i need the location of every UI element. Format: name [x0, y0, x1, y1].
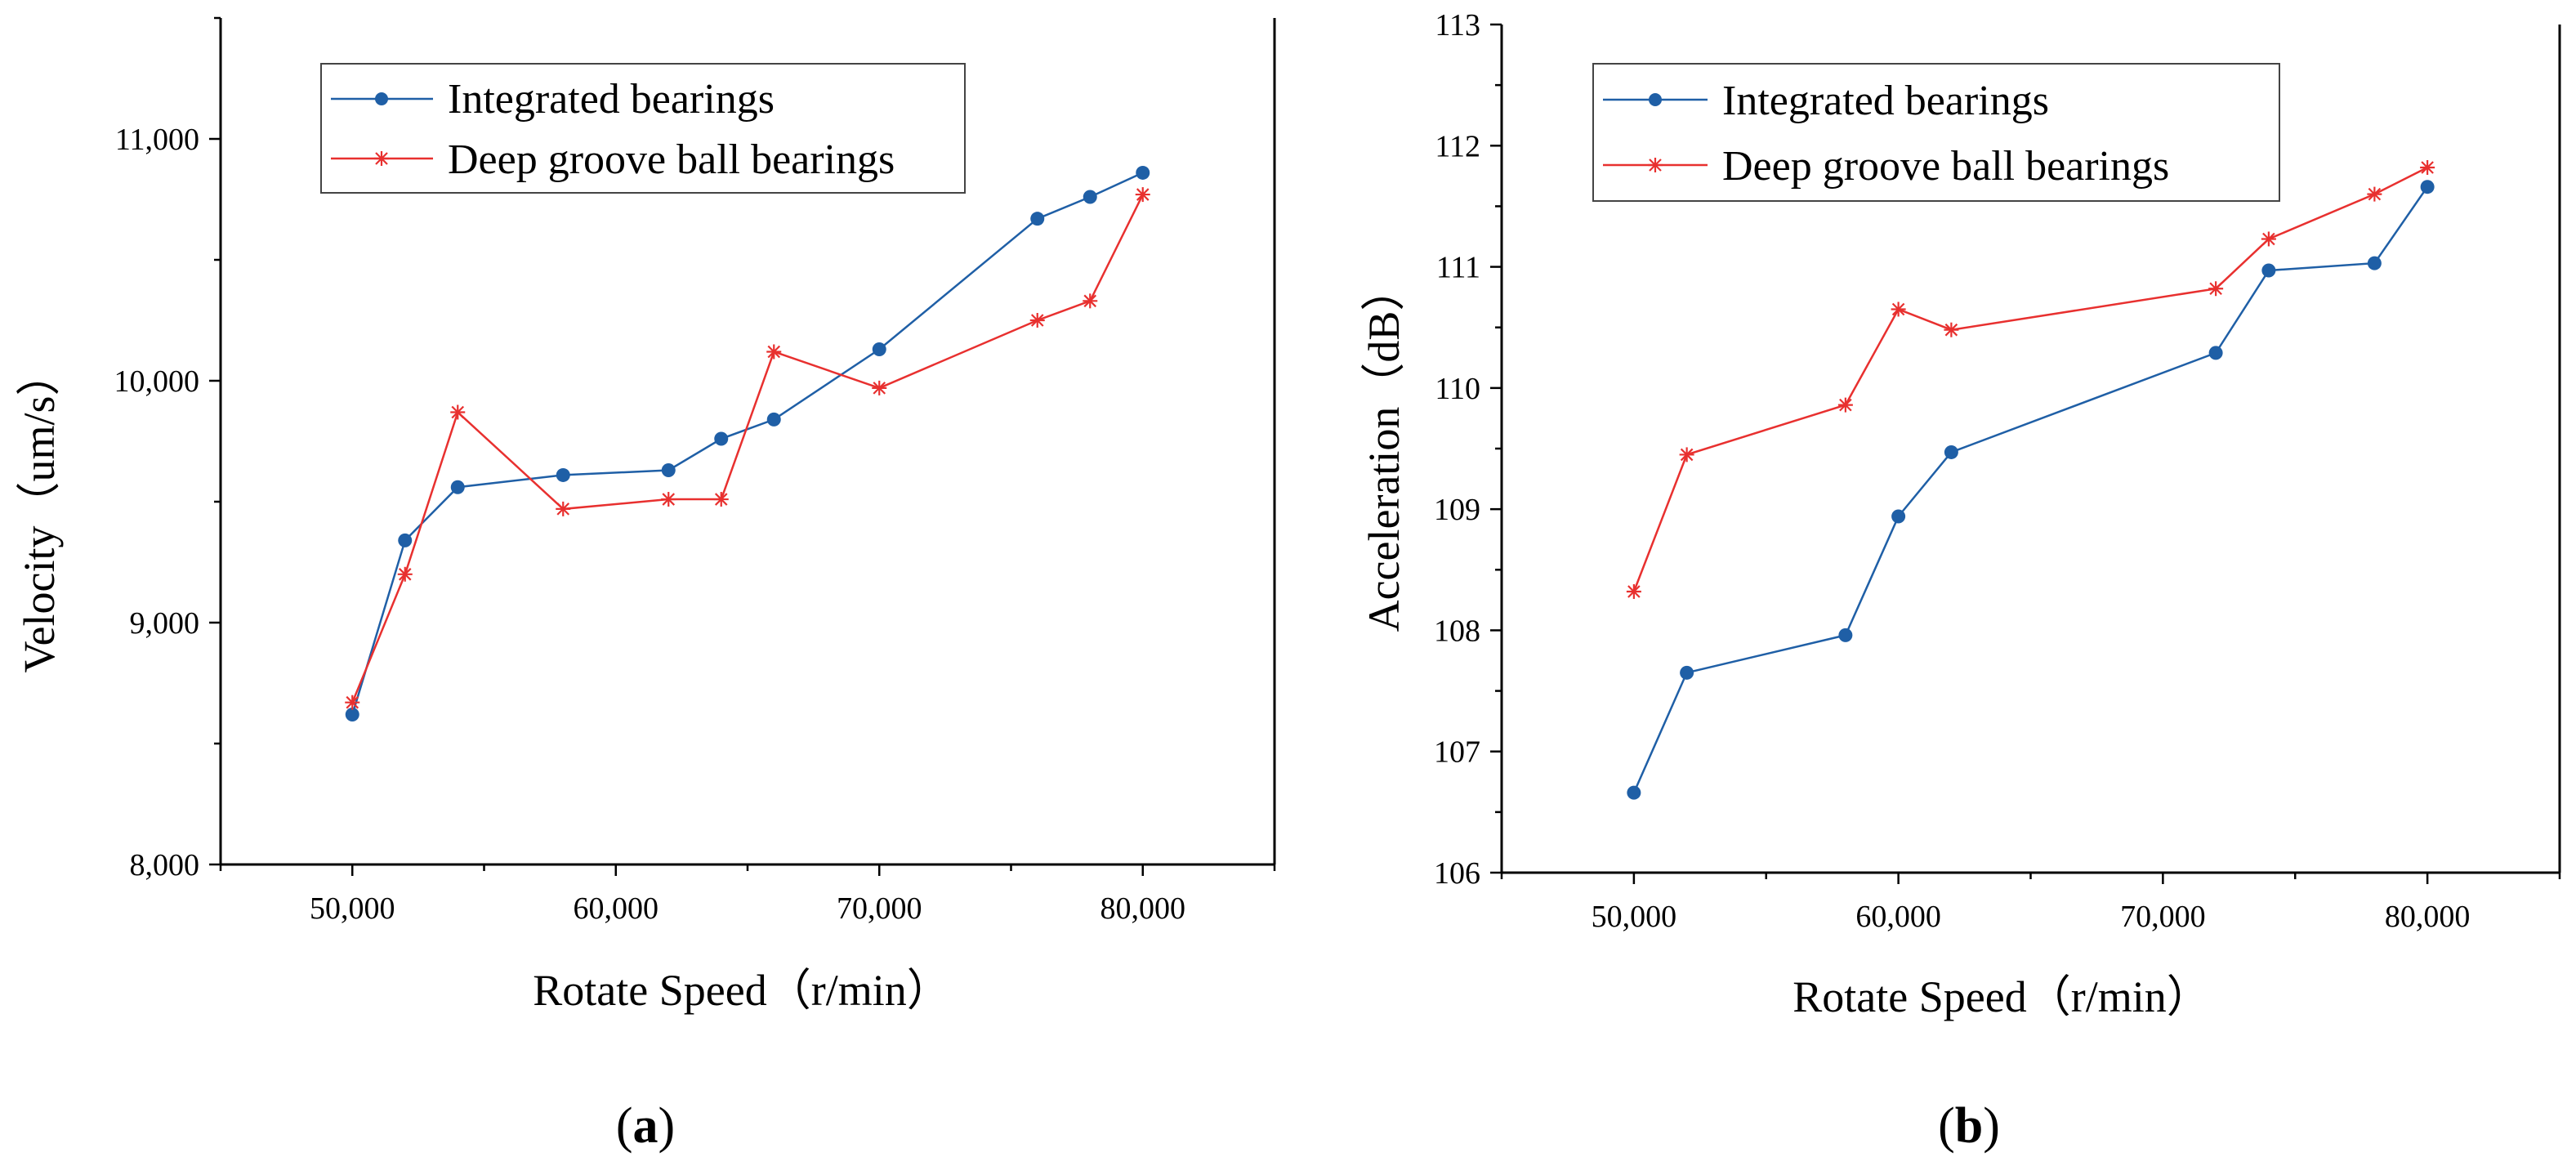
- panel-b-x-tick-label: 80,000: [2385, 900, 2471, 934]
- panel-a-point-integrated: [345, 707, 359, 721]
- panel-a-x-axis-title: Rotate Speed（r/min）: [533, 966, 950, 1015]
- panel-b-point-deep-groove: [1626, 583, 1641, 599]
- panel-a-y-tick-label: 11,000: [115, 123, 199, 157]
- panel-a-point-deep-groove: [345, 695, 360, 710]
- panel-b-y-tick-label: 113: [1435, 8, 1480, 42]
- panel-b-legend-label-deep-groove: Deep groove ball bearings: [1722, 143, 2169, 190]
- panel-a-y-tick-label: 10,000: [114, 364, 200, 399]
- panel-a-point-integrated: [661, 463, 676, 478]
- panel-a-x-tick-label: 80,000: [1100, 891, 1186, 926]
- panel-a-point-deep-groove: [713, 492, 729, 507]
- panel-a-x-tick-label: 70,000: [837, 891, 922, 926]
- panel-b-point-deep-groove: [2367, 186, 2382, 202]
- panel-b-point-integrated: [1680, 665, 1694, 680]
- panel-a-point-integrated: [450, 480, 465, 494]
- panel-a-point-deep-groove: [1135, 187, 1150, 203]
- panel-b-point-deep-groove: [1944, 322, 1959, 337]
- panel-a-x-tick-label: 50,000: [310, 891, 395, 926]
- panel-b-y-tick-label: 109: [1434, 493, 1480, 527]
- panel-b-legend-marker-integrated: [1649, 93, 1662, 106]
- panel-a-legend-label-deep-groove: Deep groove ball bearings: [448, 136, 895, 183]
- panel-a-legend-marker-integrated: [375, 92, 388, 105]
- panel-b-y-tick-label: 110: [1435, 372, 1480, 406]
- panel-a-point-deep-groove: [1029, 313, 1045, 328]
- panel-a-point-deep-groove: [872, 380, 887, 395]
- panel-a-point-deep-groove: [397, 566, 413, 582]
- panel-b-point-integrated: [2208, 346, 2223, 360]
- panel-b-point-integrated: [2261, 263, 2276, 278]
- panel-a-legend-label-integrated: Integrated bearings: [448, 76, 775, 123]
- panel-b-legend-marker-deep-groove: [1648, 158, 1663, 172]
- panel-b-point-integrated: [1627, 785, 1641, 800]
- panel-b-point-integrated: [1838, 628, 1853, 642]
- panel-b-y-axis-title: Acceleration（dB）: [1359, 267, 1409, 632]
- panel-b: 50,000 60,000 70,000 80,000 106 107 108 109 110 1…: [1359, 8, 2561, 1154]
- panel-a-point-deep-groove: [556, 501, 571, 516]
- panel-b-x-tick-label: 70,000: [2120, 900, 2206, 934]
- panel-a-x-tick-label: 60,000: [574, 891, 659, 926]
- panel-b-legend: Integrated bearings Deep groove ball bea…: [1592, 63, 2280, 202]
- panel-a-series-line-integrated: [351, 172, 1144, 715]
- panel-a-point-integrated: [714, 431, 729, 446]
- panel-b-y-tick-label: 112: [1435, 129, 1480, 163]
- panel-b-point-integrated: [2367, 256, 2382, 270]
- panel-b-x-tick-label: 60,000: [1855, 900, 1941, 934]
- panel-a-point-deep-groove: [450, 404, 466, 420]
- panel-b-point-deep-groove: [2208, 281, 2224, 297]
- panel-b-y-tick-label: 107: [1434, 735, 1480, 770]
- panel-a-series-line-deep-groove: [351, 194, 1144, 704]
- panel-a-legend-box: [320, 63, 966, 194]
- panel-b-point-integrated: [1944, 444, 1958, 459]
- panel-a-label: (a): [616, 1098, 675, 1154]
- panel-b-label: (b): [1938, 1098, 2000, 1154]
- panel-b-plot: 50,000 60,000 70,000 80,000 106 107 108 109 110 1…: [1434, 8, 2561, 934]
- panel-b-legend-box: [1592, 63, 2280, 202]
- panel-b-y-tick-label: 108: [1434, 614, 1480, 648]
- panel-b-point-deep-groove: [1679, 447, 1694, 462]
- panel-a-y-tick-label: 9,000: [130, 606, 200, 641]
- panel-b-point-deep-groove: [1837, 397, 1853, 413]
- panel-b-x-axis-title: Rotate Speed（r/min）: [1792, 972, 2210, 1021]
- panel-a-legend: Integrated bearings Deep groove ball bea…: [320, 63, 966, 194]
- panel-a: 50,000 60,000 70,000 80,000 8,000 9,000 10,000…: [15, 16, 1276, 1154]
- panel-b-x-tick-label: 50,000: [1592, 900, 1677, 934]
- panel-b-y-tick-label: 111: [1436, 251, 1480, 285]
- panel-b-point-integrated: [1891, 509, 1906, 524]
- panel-a-point-integrated: [556, 467, 570, 482]
- panel-b-point-integrated: [2420, 180, 2435, 194]
- panel-b-point-deep-groove: [2261, 231, 2276, 247]
- panel-a-point-integrated: [766, 412, 781, 427]
- panel-a-point-integrated: [1136, 165, 1150, 180]
- panel-a-legend-marker-deep-groove: [374, 151, 389, 166]
- panel-a-plot: 50,000 60,000 70,000 80,000 8,000 9,000 10,000…: [114, 16, 1276, 926]
- panel-b-series-line-integrated: [1632, 185, 2429, 793]
- panel-b-series-line-deep-groove: [1632, 166, 2428, 592]
- panel-b-point-deep-groove: [2420, 159, 2435, 175]
- panel-a-point-integrated: [872, 342, 886, 357]
- panel-a-y-axis-title: Velocity（um/s）: [15, 352, 64, 673]
- panel-a-point-deep-groove: [661, 492, 676, 507]
- panel-a-y-tick-label: 8,000: [130, 848, 200, 882]
- panel-a-point-integrated: [1083, 190, 1097, 204]
- panel-b-y-tick-label: 106: [1434, 856, 1480, 891]
- panel-b-legend-label-integrated: Integrated bearings: [1722, 78, 2049, 124]
- panel-a-point-deep-groove: [1083, 293, 1098, 309]
- panel-a-point-integrated: [398, 533, 413, 547]
- panel-a-point-deep-groove: [766, 344, 782, 360]
- panel-a-point-integrated: [1030, 212, 1045, 226]
- panel-b-point-deep-groove: [1891, 302, 1906, 317]
